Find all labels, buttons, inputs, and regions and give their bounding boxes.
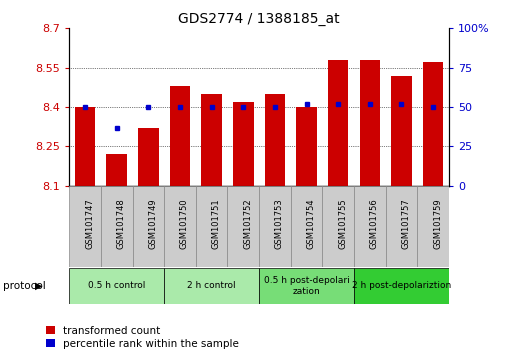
Bar bbox=[417, 186, 449, 267]
Text: GSM101750: GSM101750 bbox=[180, 198, 189, 249]
Text: GSM101759: GSM101759 bbox=[433, 198, 442, 249]
Bar bbox=[423, 62, 443, 186]
Bar bbox=[201, 94, 222, 186]
Text: GSM101755: GSM101755 bbox=[338, 198, 347, 249]
Bar bbox=[69, 186, 101, 267]
Title: GDS2774 / 1388185_at: GDS2774 / 1388185_at bbox=[178, 12, 340, 26]
Bar bbox=[164, 186, 196, 267]
Bar bbox=[360, 60, 380, 186]
Bar bbox=[391, 75, 412, 186]
Bar bbox=[354, 268, 449, 304]
Bar bbox=[354, 186, 386, 267]
Bar bbox=[259, 268, 354, 304]
Bar bbox=[265, 94, 285, 186]
Bar bbox=[296, 107, 317, 186]
Text: GSM101757: GSM101757 bbox=[401, 198, 410, 249]
Text: GSM101756: GSM101756 bbox=[370, 198, 379, 249]
Bar bbox=[328, 60, 348, 186]
Text: protocol: protocol bbox=[3, 281, 45, 291]
Text: GSM101747: GSM101747 bbox=[85, 198, 94, 249]
Text: 0.5 h control: 0.5 h control bbox=[88, 281, 145, 290]
Bar bbox=[101, 186, 132, 267]
Bar bbox=[291, 186, 322, 267]
Text: 2 h post-depolariztion: 2 h post-depolariztion bbox=[352, 281, 451, 290]
Text: GSM101752: GSM101752 bbox=[243, 198, 252, 249]
Text: 2 h control: 2 h control bbox=[187, 281, 236, 290]
Text: GSM101749: GSM101749 bbox=[148, 198, 157, 249]
Bar bbox=[69, 268, 164, 304]
Bar bbox=[386, 186, 417, 267]
Text: ▶: ▶ bbox=[35, 281, 43, 291]
Bar bbox=[259, 186, 291, 267]
Bar bbox=[106, 154, 127, 186]
Bar bbox=[322, 186, 354, 267]
Bar bbox=[132, 186, 164, 267]
Bar bbox=[196, 186, 227, 267]
Bar bbox=[170, 86, 190, 186]
Text: GSM101748: GSM101748 bbox=[117, 198, 126, 249]
Text: GSM101754: GSM101754 bbox=[306, 198, 315, 249]
Text: GSM101753: GSM101753 bbox=[275, 198, 284, 249]
Legend: transformed count, percentile rank within the sample: transformed count, percentile rank withi… bbox=[46, 326, 239, 349]
Bar bbox=[227, 186, 259, 267]
Text: GSM101751: GSM101751 bbox=[211, 198, 221, 249]
Bar bbox=[233, 102, 253, 186]
Bar bbox=[138, 128, 159, 186]
Bar bbox=[75, 107, 95, 186]
Text: 0.5 h post-depolari
zation: 0.5 h post-depolari zation bbox=[264, 276, 349, 296]
Bar bbox=[164, 268, 259, 304]
